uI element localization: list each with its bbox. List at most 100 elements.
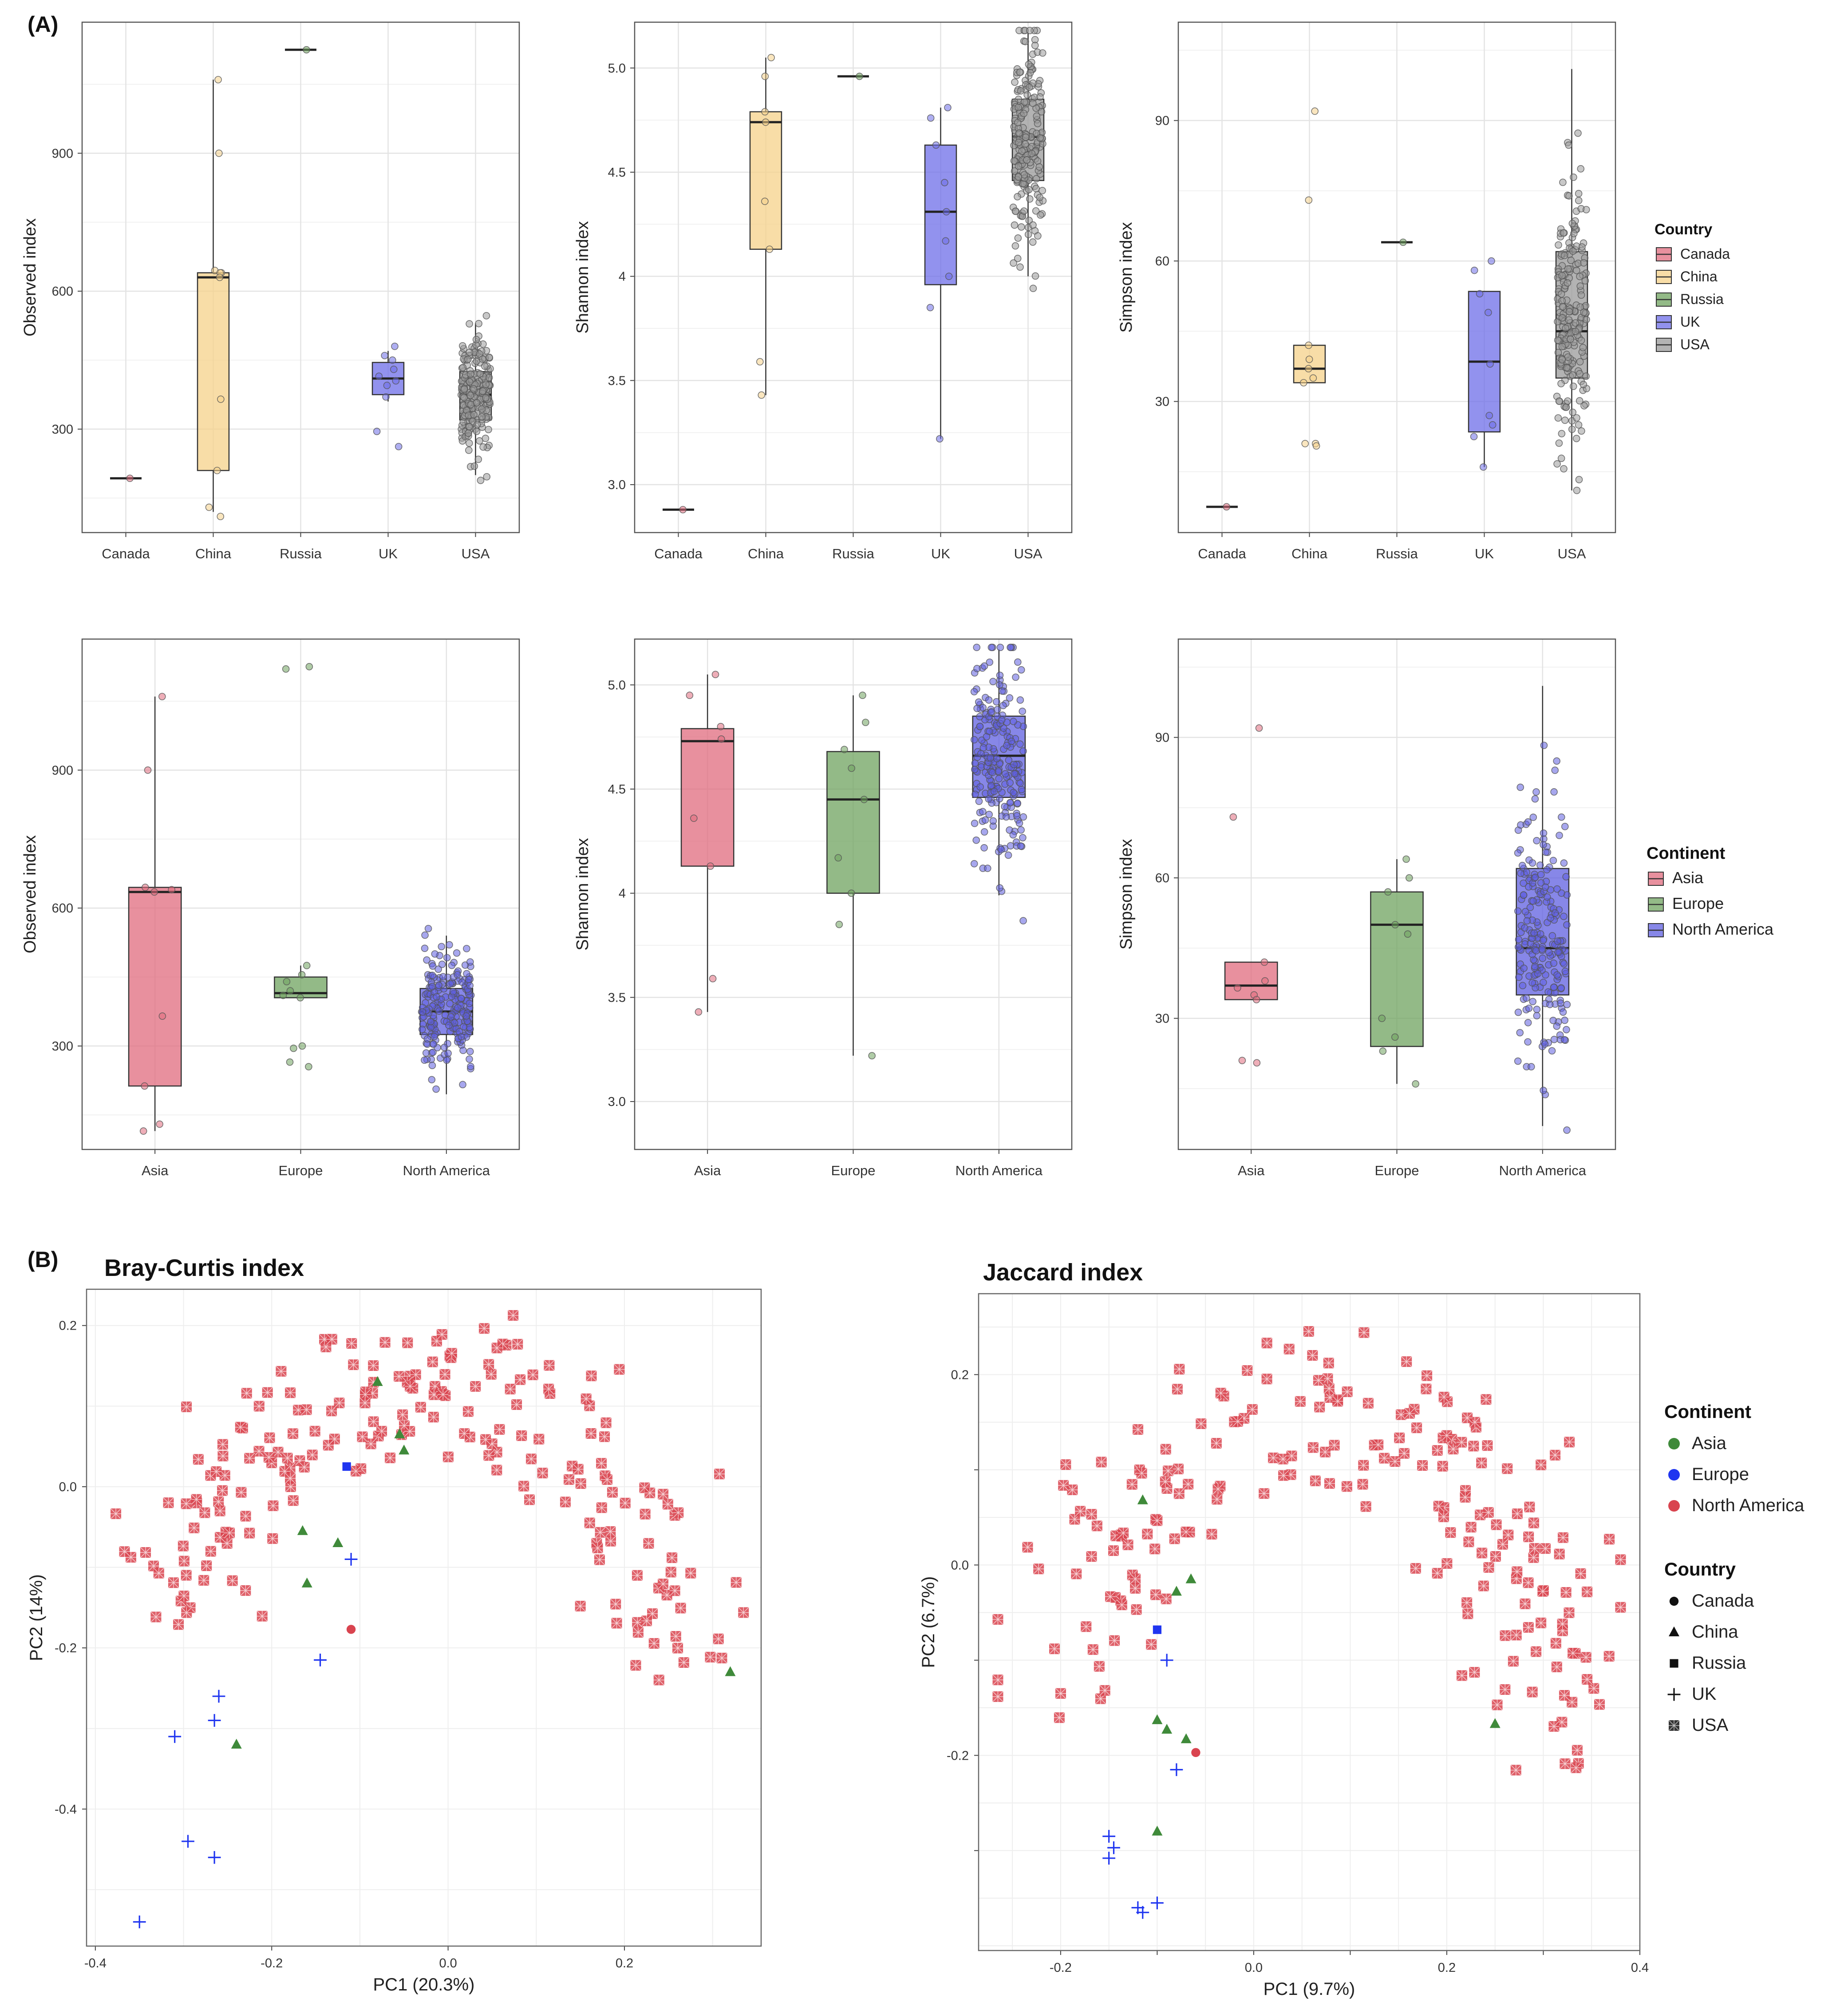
marker-cross-square <box>1529 1543 1540 1554</box>
marker-cross-square <box>1559 1758 1571 1769</box>
data-point <box>1017 826 1025 834</box>
marker-cross-hatch <box>410 1369 422 1380</box>
data-point <box>141 884 149 891</box>
data-point <box>1305 196 1313 204</box>
marker-cross-hatch <box>1483 1562 1495 1573</box>
marker-cross-square <box>611 1617 623 1629</box>
legend-continent: Continent Asia Europe North America <box>1647 844 1774 938</box>
marker-cross-hatch <box>670 1631 682 1642</box>
x-tick-label-uk: UK <box>931 546 950 561</box>
marker-cross-hatch <box>1528 1517 1540 1529</box>
data-point <box>1032 175 1040 182</box>
box-body <box>924 144 957 285</box>
marker-cross-hatch <box>213 1496 224 1508</box>
data-point <box>1550 788 1558 796</box>
data-point <box>205 503 213 511</box>
marker-cross-square <box>1537 1586 1548 1597</box>
data-point <box>447 1013 455 1021</box>
marker-cross-hatch <box>738 1607 749 1618</box>
marker-triangle <box>399 1444 410 1455</box>
marker-plus <box>1160 1654 1173 1667</box>
marker-cross-hatch <box>644 1487 655 1499</box>
marker-cross-hatch <box>301 1404 312 1415</box>
legend-dot <box>1668 1500 1680 1512</box>
marker-cross-square <box>1060 1459 1071 1470</box>
marker-cross-square <box>1117 1527 1129 1539</box>
data-point <box>1519 982 1527 990</box>
legend-item-north-america: North America <box>1668 1496 1805 1515</box>
marker-cross-hatch <box>462 1406 474 1417</box>
y-tick-label: 3.0 <box>608 478 626 492</box>
data-point <box>1017 842 1025 850</box>
marker-cross-hatch <box>1232 1416 1244 1427</box>
data-point <box>433 993 440 1001</box>
marker-cross-hatch <box>600 1417 612 1429</box>
marker-cross-square <box>648 1638 660 1649</box>
data-point <box>927 114 935 122</box>
marker-cross-hatch <box>491 1342 503 1354</box>
data-point <box>1019 747 1027 755</box>
marker-cross-hatch <box>716 1652 727 1664</box>
data-point <box>1016 740 1024 748</box>
marker-cross-hatch <box>367 1387 379 1399</box>
data-point <box>970 688 978 695</box>
data-point <box>1534 970 1542 978</box>
marker-cross-hatch <box>641 1615 652 1627</box>
marker-cross-hatch <box>480 1434 491 1445</box>
marker-cross-square <box>178 1590 190 1602</box>
marker-cross-hatch <box>1307 1442 1319 1453</box>
marker-cross-hatch <box>1411 1422 1422 1433</box>
y-tick-label: 600 <box>52 901 73 916</box>
data-point <box>1553 460 1561 468</box>
marker-cross-hatch <box>275 1366 287 1377</box>
data-point <box>1532 873 1539 881</box>
box-north-america <box>970 644 1027 924</box>
data-point <box>1560 465 1568 473</box>
data-point <box>1563 1126 1571 1134</box>
marker-cross-square <box>610 1598 621 1610</box>
box-usa <box>457 312 494 484</box>
data-point <box>390 365 398 373</box>
marker-cross-square <box>244 1527 255 1539</box>
marker-cross-square <box>713 1633 724 1645</box>
marker-cross-square <box>442 1451 454 1463</box>
marker-cross-hatch <box>464 1431 476 1443</box>
data-point <box>1577 336 1585 344</box>
box-canada <box>110 474 142 482</box>
marker-cross-hatch <box>262 1387 273 1398</box>
y-tick-label: 0.0 <box>951 1558 969 1572</box>
plot-border <box>634 638 1073 1150</box>
data-point <box>987 644 995 652</box>
data-point <box>1006 694 1014 702</box>
data-point <box>1035 163 1043 171</box>
marker-cross-square <box>257 1611 268 1622</box>
data-point <box>761 72 769 80</box>
marker-cross-hatch <box>1307 1350 1318 1361</box>
marker-cross-square <box>201 1560 212 1572</box>
marker-cross-square <box>662 1498 674 1510</box>
marker-cross-square <box>731 1577 742 1588</box>
x-tick-label: -0.4 <box>84 1956 107 1970</box>
data-point <box>395 442 403 450</box>
data-point <box>1560 1036 1568 1044</box>
data-point <box>1520 964 1528 972</box>
marker-cross-square <box>267 1500 279 1512</box>
marker-cross-hatch <box>632 1570 643 1581</box>
marker-cross-square <box>1456 1670 1468 1681</box>
data-point <box>1559 178 1567 186</box>
marker-cross-square <box>992 1691 1003 1702</box>
data-point <box>305 663 313 671</box>
data-point <box>987 754 994 762</box>
data-point <box>1569 383 1577 390</box>
data-point <box>1567 335 1574 343</box>
marker-cross-hatch <box>1261 1373 1273 1385</box>
marker-cross-hatch <box>329 1433 340 1445</box>
marker-cross-square <box>173 1619 184 1630</box>
marker-cross-hatch <box>601 1474 613 1485</box>
marker-cross-square <box>1564 1607 1575 1619</box>
data-point <box>1485 308 1492 316</box>
series-usa <box>110 1310 749 1686</box>
data-point <box>976 713 983 721</box>
marker-cross-square <box>714 1468 725 1480</box>
data-point <box>1025 60 1033 68</box>
